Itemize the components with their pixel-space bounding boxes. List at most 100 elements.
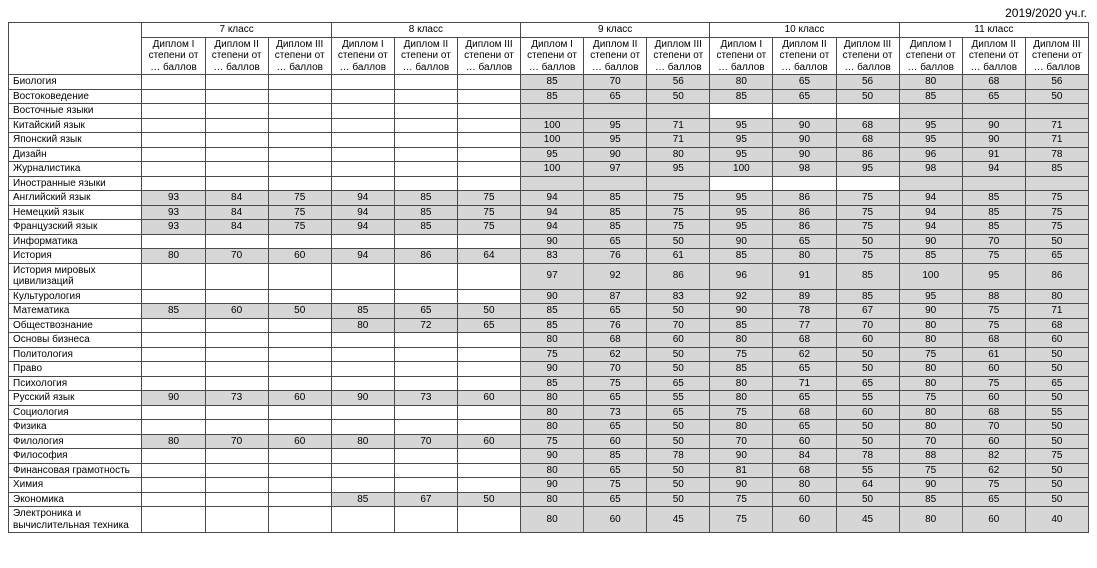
- value-cell: 75: [1025, 191, 1088, 206]
- value-cell: 85: [899, 89, 962, 104]
- value-cell: [1025, 176, 1088, 191]
- value-cell: 75: [710, 492, 773, 507]
- value-cell: 75: [962, 376, 1025, 391]
- degree-header: Диплом II степени от … баллов: [394, 37, 457, 75]
- value-cell: 75: [962, 318, 1025, 333]
- value-cell: 90: [962, 133, 1025, 148]
- value-cell: [268, 133, 331, 148]
- value-cell: 73: [205, 391, 268, 406]
- value-cell: [773, 176, 836, 191]
- value-cell: 55: [836, 463, 899, 478]
- value-cell: [773, 104, 836, 119]
- table-row: Биология857056806556806856: [9, 75, 1089, 90]
- value-cell: [584, 176, 647, 191]
- value-cell: 86: [647, 263, 710, 289]
- value-cell: [205, 289, 268, 304]
- value-cell: 60: [836, 405, 899, 420]
- table-row: Электроника и вычислительная техника8060…: [9, 507, 1089, 533]
- value-cell: 80: [899, 75, 962, 90]
- value-cell: 50: [836, 89, 899, 104]
- value-cell: 50: [268, 304, 331, 319]
- value-cell: 61: [647, 249, 710, 264]
- value-cell: [205, 133, 268, 148]
- table-row: Иностранные языки: [9, 176, 1089, 191]
- value-cell: [394, 263, 457, 289]
- value-cell: 80: [710, 333, 773, 348]
- value-cell: 60: [205, 304, 268, 319]
- table-row: Немецкий язык938475948575948575958675948…: [9, 205, 1089, 220]
- value-cell: 97: [521, 263, 584, 289]
- value-cell: 50: [1025, 89, 1088, 104]
- value-cell: [394, 162, 457, 177]
- value-cell: 100: [899, 263, 962, 289]
- value-cell: [394, 507, 457, 533]
- value-cell: [142, 347, 205, 362]
- degree-header: Диплом III степени от … баллов: [836, 37, 899, 75]
- value-cell: 45: [647, 507, 710, 533]
- value-cell: 50: [647, 478, 710, 493]
- value-cell: 90: [710, 304, 773, 319]
- value-cell: 86: [773, 191, 836, 206]
- value-cell: [268, 420, 331, 435]
- value-cell: 65: [773, 420, 836, 435]
- value-cell: 85: [331, 304, 394, 319]
- value-cell: 94: [521, 220, 584, 235]
- value-cell: 96: [710, 263, 773, 289]
- value-cell: 87: [584, 289, 647, 304]
- value-cell: 70: [584, 362, 647, 377]
- value-cell: 50: [836, 492, 899, 507]
- value-cell: [205, 478, 268, 493]
- value-cell: [205, 263, 268, 289]
- value-cell: [205, 449, 268, 464]
- value-cell: 75: [268, 205, 331, 220]
- value-cell: [521, 176, 584, 191]
- value-cell: 90: [962, 118, 1025, 133]
- value-cell: [647, 176, 710, 191]
- value-cell: [331, 507, 394, 533]
- value-cell: 80: [899, 362, 962, 377]
- value-cell: [331, 449, 394, 464]
- table-row: Культурология908783928985958880: [9, 289, 1089, 304]
- value-cell: [394, 463, 457, 478]
- value-cell: 95: [899, 289, 962, 304]
- value-cell: 60: [457, 391, 520, 406]
- value-cell: 85: [521, 318, 584, 333]
- value-cell: [268, 492, 331, 507]
- value-cell: 80: [647, 147, 710, 162]
- value-cell: 70: [836, 318, 899, 333]
- subject-cell: История: [9, 249, 142, 264]
- value-cell: [457, 289, 520, 304]
- value-cell: [268, 89, 331, 104]
- subject-cell: Информатика: [9, 234, 142, 249]
- grade-header: 8 класс: [331, 23, 520, 38]
- value-cell: [142, 104, 205, 119]
- value-cell: 50: [647, 347, 710, 362]
- value-cell: [268, 376, 331, 391]
- value-cell: 65: [584, 492, 647, 507]
- value-cell: [205, 147, 268, 162]
- value-cell: 50: [1025, 463, 1088, 478]
- value-cell: 95: [710, 220, 773, 235]
- value-cell: 94: [899, 191, 962, 206]
- subject-cell: Экономика: [9, 492, 142, 507]
- value-cell: [457, 347, 520, 362]
- value-cell: [142, 449, 205, 464]
- value-cell: 95: [710, 118, 773, 133]
- table-row: Восточные языки: [9, 104, 1089, 119]
- value-cell: [268, 333, 331, 348]
- value-cell: 80: [331, 434, 394, 449]
- value-cell: 75: [710, 405, 773, 420]
- value-cell: 50: [647, 492, 710, 507]
- value-cell: 85: [521, 89, 584, 104]
- value-cell: [394, 75, 457, 90]
- value-cell: 50: [836, 362, 899, 377]
- subject-cell: Политология: [9, 347, 142, 362]
- value-cell: [710, 176, 773, 191]
- header-blank: [9, 23, 142, 75]
- value-cell: [457, 118, 520, 133]
- value-cell: 61: [962, 347, 1025, 362]
- year-label: 2019/2020 уч.г.: [8, 6, 1087, 20]
- value-cell: [584, 104, 647, 119]
- value-cell: 50: [836, 234, 899, 249]
- value-cell: 50: [647, 362, 710, 377]
